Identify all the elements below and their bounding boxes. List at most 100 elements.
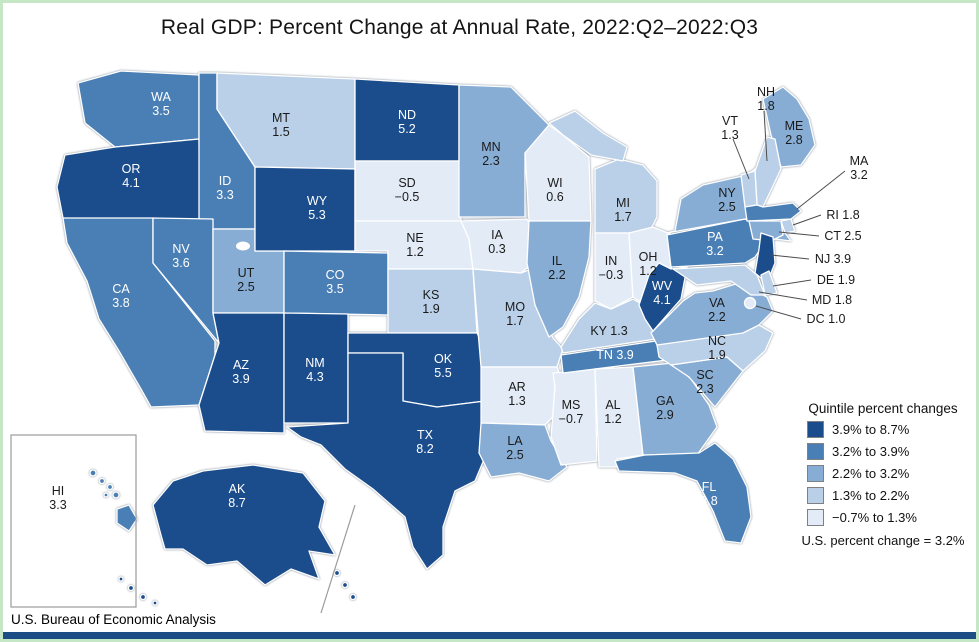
leader-line-ri — [792, 214, 822, 226]
state-label-ma: MA 3.2 — [850, 154, 869, 182]
state-label-md: MD 1.8 — [812, 293, 852, 307]
state-nc — [656, 324, 774, 372]
state-label-ak: AK 8.7 — [228, 482, 246, 510]
state-hi-island — [112, 491, 120, 499]
state-label-ct: CT 2.5 — [824, 229, 861, 243]
state-label-mn: MN 2.3 — [481, 140, 500, 168]
state-label-mi: MI 1.7 — [614, 196, 631, 224]
state-dc-marker — [743, 296, 757, 310]
state-label-mo: MO 1.7 — [505, 300, 525, 328]
state-label-or: OR 4.1 — [122, 162, 141, 190]
state-label-wy: WY 5.3 — [307, 194, 328, 222]
state-il — [526, 220, 592, 338]
state-label-nm: NM 4.3 — [305, 356, 324, 384]
state-wy — [254, 166, 356, 252]
state-fl — [614, 442, 752, 544]
state-label-de: DE 1.9 — [817, 273, 855, 287]
state-ak-island — [139, 593, 147, 601]
legend-item-label: 2.2% to 3.2% — [832, 466, 910, 481]
legend-item-label: −0.7% to 1.3% — [832, 510, 917, 525]
state-wv — [638, 262, 688, 332]
state-label-id: ID 3.3 — [216, 174, 233, 202]
state-label-nj: NJ 3.9 — [815, 252, 851, 266]
leader-line-nj — [770, 254, 810, 260]
legend-item: 3.2% to 3.9% — [807, 443, 976, 460]
state-ak-island — [152, 600, 158, 606]
state-ak-island — [349, 593, 357, 601]
leader-line-nh — [763, 110, 768, 162]
state-label-tx: TX 8.2 — [416, 428, 433, 456]
legend: Quintile percent changes 3.9% to 8.7% 3.2… — [789, 401, 976, 548]
state-label-fl: FL 3.8 — [700, 480, 717, 508]
state-label-oh: OH 1.2 — [639, 250, 658, 278]
legend-item-label: 1.3% to 2.2% — [832, 488, 910, 503]
state-label-ne: NE 1.2 — [406, 231, 423, 259]
state-label-nv: NV 3.6 — [172, 242, 190, 270]
state-la — [478, 422, 568, 482]
us-map: WA 3.5 OR 4.1 CA 3.8 ID 3.3 NV 3.6 UT 2.5 AZ 3.9 MT 1.5… — [10, 70, 869, 614]
state-md — [672, 264, 766, 296]
state-hi-island — [106, 483, 114, 491]
legend-item: −0.7% to 1.3% — [807, 509, 976, 526]
legend-swatch — [807, 421, 824, 438]
bottom-accent-bar — [3, 632, 976, 639]
us-percent-change-note: U.S. percent change = 3.2% — [801, 533, 965, 548]
state-ct — [748, 220, 784, 242]
state-label-sd: SD −0.5 — [395, 176, 420, 204]
state-label-wi: WI 0.6 — [546, 176, 563, 204]
leader-line-de — [772, 279, 812, 287]
state-in — [594, 232, 634, 310]
state-ri — [780, 218, 796, 234]
state-ak — [152, 464, 336, 586]
state-label-nc: NC 1.9 — [708, 334, 726, 362]
state-label-co: CO 3.5 — [326, 268, 345, 296]
state-label-nh: NH 1.8 — [757, 85, 775, 113]
state-ia — [460, 218, 536, 274]
legend-items: 3.9% to 8.7% 3.2% to 3.9% 2.2% to 3.2% 1.3%… — [789, 421, 976, 526]
legend-item: 1.3% to 2.2% — [807, 487, 976, 504]
source-attribution: U.S. Bureau of Economic Analysis — [11, 612, 216, 627]
great-salt-lake — [236, 241, 250, 251]
state-label-va: VA 2.2 — [708, 296, 725, 324]
state-label-wv: WV 4.1 — [652, 279, 673, 307]
leader-line-ct — [778, 231, 820, 237]
leader-line-md — [758, 291, 808, 301]
state-ak-island — [341, 581, 349, 589]
legend-swatch — [807, 443, 824, 460]
state-label-mt: MT 1.5 — [272, 111, 290, 139]
state-label-in: IN −0.3 — [599, 254, 624, 282]
state-hi-island — [103, 492, 109, 498]
state-ak-island — [333, 569, 341, 577]
legend-swatch — [807, 509, 824, 526]
leader-line-vt — [732, 138, 750, 180]
leader-line-ma — [796, 170, 846, 210]
state-label-pa: PA 3.2 — [706, 230, 723, 258]
leader-line-dc — [755, 305, 802, 320]
state-label-vt: VT 1.3 — [721, 114, 738, 142]
state-ma — [744, 202, 802, 222]
state-label-ga: GA 2.9 — [656, 394, 675, 422]
state-label-ia: IA 0.3 — [488, 228, 505, 256]
state-label-il: IL 2.2 — [548, 254, 565, 282]
state-label-ky: KY 1.3 — [590, 324, 627, 338]
state-label-ny: NY 2.5 — [718, 186, 736, 214]
state-label-hi: HI 3.3 — [49, 484, 66, 512]
state-hi — [116, 504, 138, 532]
state-label-az: AZ 3.9 — [232, 358, 249, 386]
state-label-wa: WA 3.5 — [151, 90, 171, 118]
state-label-tn: TN 3.9 — [596, 348, 634, 362]
state-wa — [77, 70, 200, 148]
state-label-ok: OK 5.5 — [434, 352, 453, 380]
state-label-ca: CA 3.8 — [112, 282, 130, 310]
state-de — [760, 270, 778, 296]
state-tx — [286, 352, 492, 570]
alaska-inset-border — [320, 504, 356, 614]
state-label-la: LA 2.5 — [506, 434, 523, 462]
state-ak-island — [118, 576, 124, 582]
legend-title: Quintile percent changes — [808, 401, 958, 416]
state-hi-island — [89, 469, 97, 477]
state-label-ks: KS 1.9 — [422, 288, 439, 316]
states-layer — [56, 70, 816, 606]
state-label-sc: SC 2.3 — [696, 368, 713, 396]
